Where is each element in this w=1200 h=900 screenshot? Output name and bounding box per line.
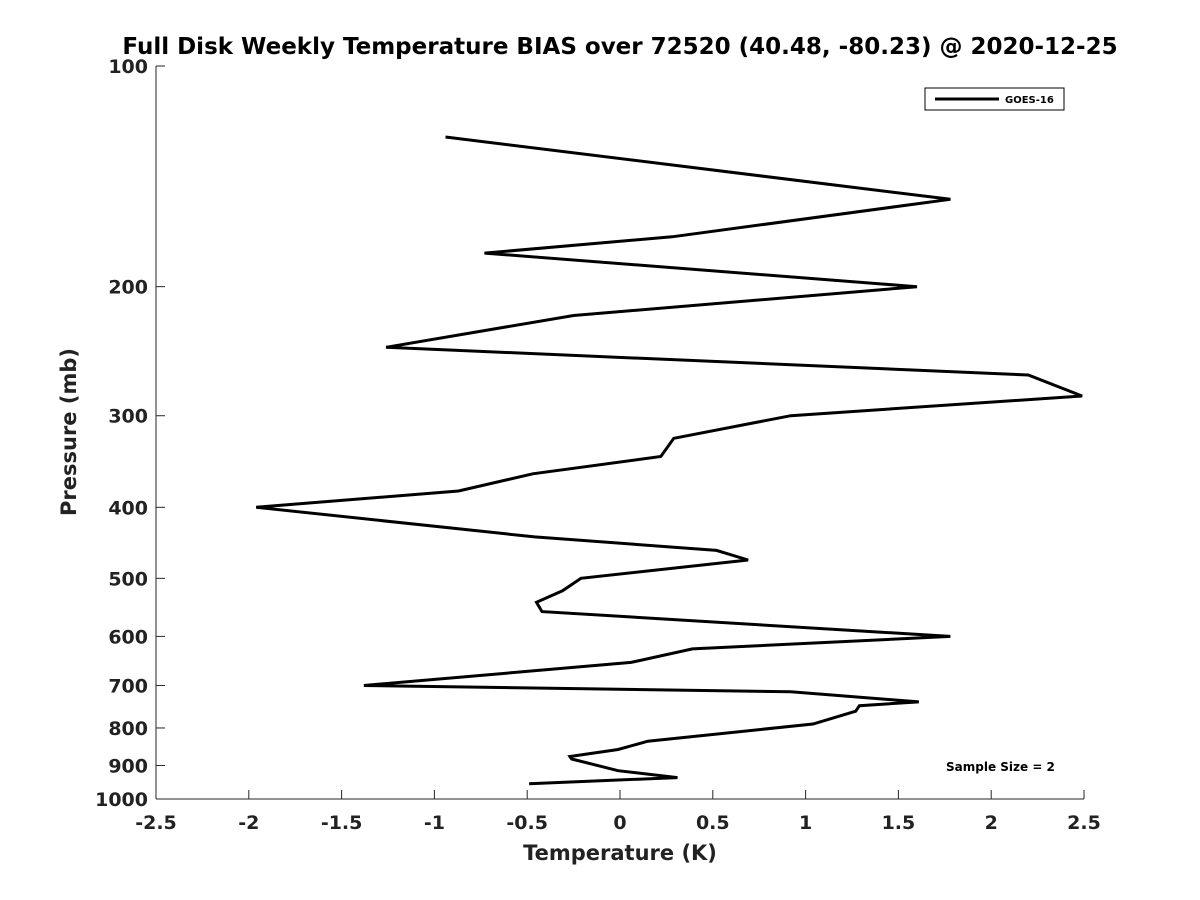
legend: GOES-16	[924, 87, 1065, 111]
x-tick-label: -1	[424, 812, 445, 834]
legend-label-goes-16: GOES-16	[1005, 95, 1054, 106]
y-tick-label: 600	[108, 626, 148, 648]
y-tick-label: 900	[108, 755, 148, 777]
y-axis: 100 200 300 400 500 600 700 800 900 1000	[95, 56, 165, 811]
y-tick-label: 500	[108, 568, 148, 590]
x-tick-label: 1.5	[882, 812, 916, 834]
x-axis-label: Temperature (K)	[523, 841, 717, 865]
x-tick-label: 2	[985, 812, 998, 834]
y-tick-label: 200	[108, 277, 148, 299]
y-tick-label: 700	[108, 675, 148, 697]
sample-size-annotation: Sample Size = 2	[946, 760, 1055, 774]
y-axis-label: Pressure (mb)	[57, 348, 81, 516]
x-tick-label: -2.5	[135, 812, 177, 834]
series-line-goes-16	[256, 135, 1083, 786]
y-tick-label: 400	[108, 497, 148, 519]
x-tick-label: 0.5	[696, 812, 730, 834]
y-tick-label: 300	[108, 406, 148, 428]
y-tick-label: 800	[108, 718, 148, 740]
series-layer	[256, 135, 1083, 786]
x-tick-label: -1.5	[321, 812, 363, 834]
x-tick-label: -0.5	[506, 812, 548, 834]
y-tick-label: 100	[108, 56, 148, 78]
plot-area	[156, 66, 1084, 799]
x-tick-label: -2	[238, 812, 259, 834]
chart-title: Full Disk Weekly Temperature BIAS over 7…	[122, 34, 1117, 60]
x-tick-label: 2.5	[1067, 812, 1101, 834]
x-tick-label: 1	[799, 812, 812, 834]
y-tick-label: 1000	[95, 789, 148, 811]
x-tick-label: 0	[613, 812, 626, 834]
x-axis: -2.5 -2 -1.5 -1 -0.5 0 0.5 1 1.5 2 2.5	[135, 790, 1101, 834]
